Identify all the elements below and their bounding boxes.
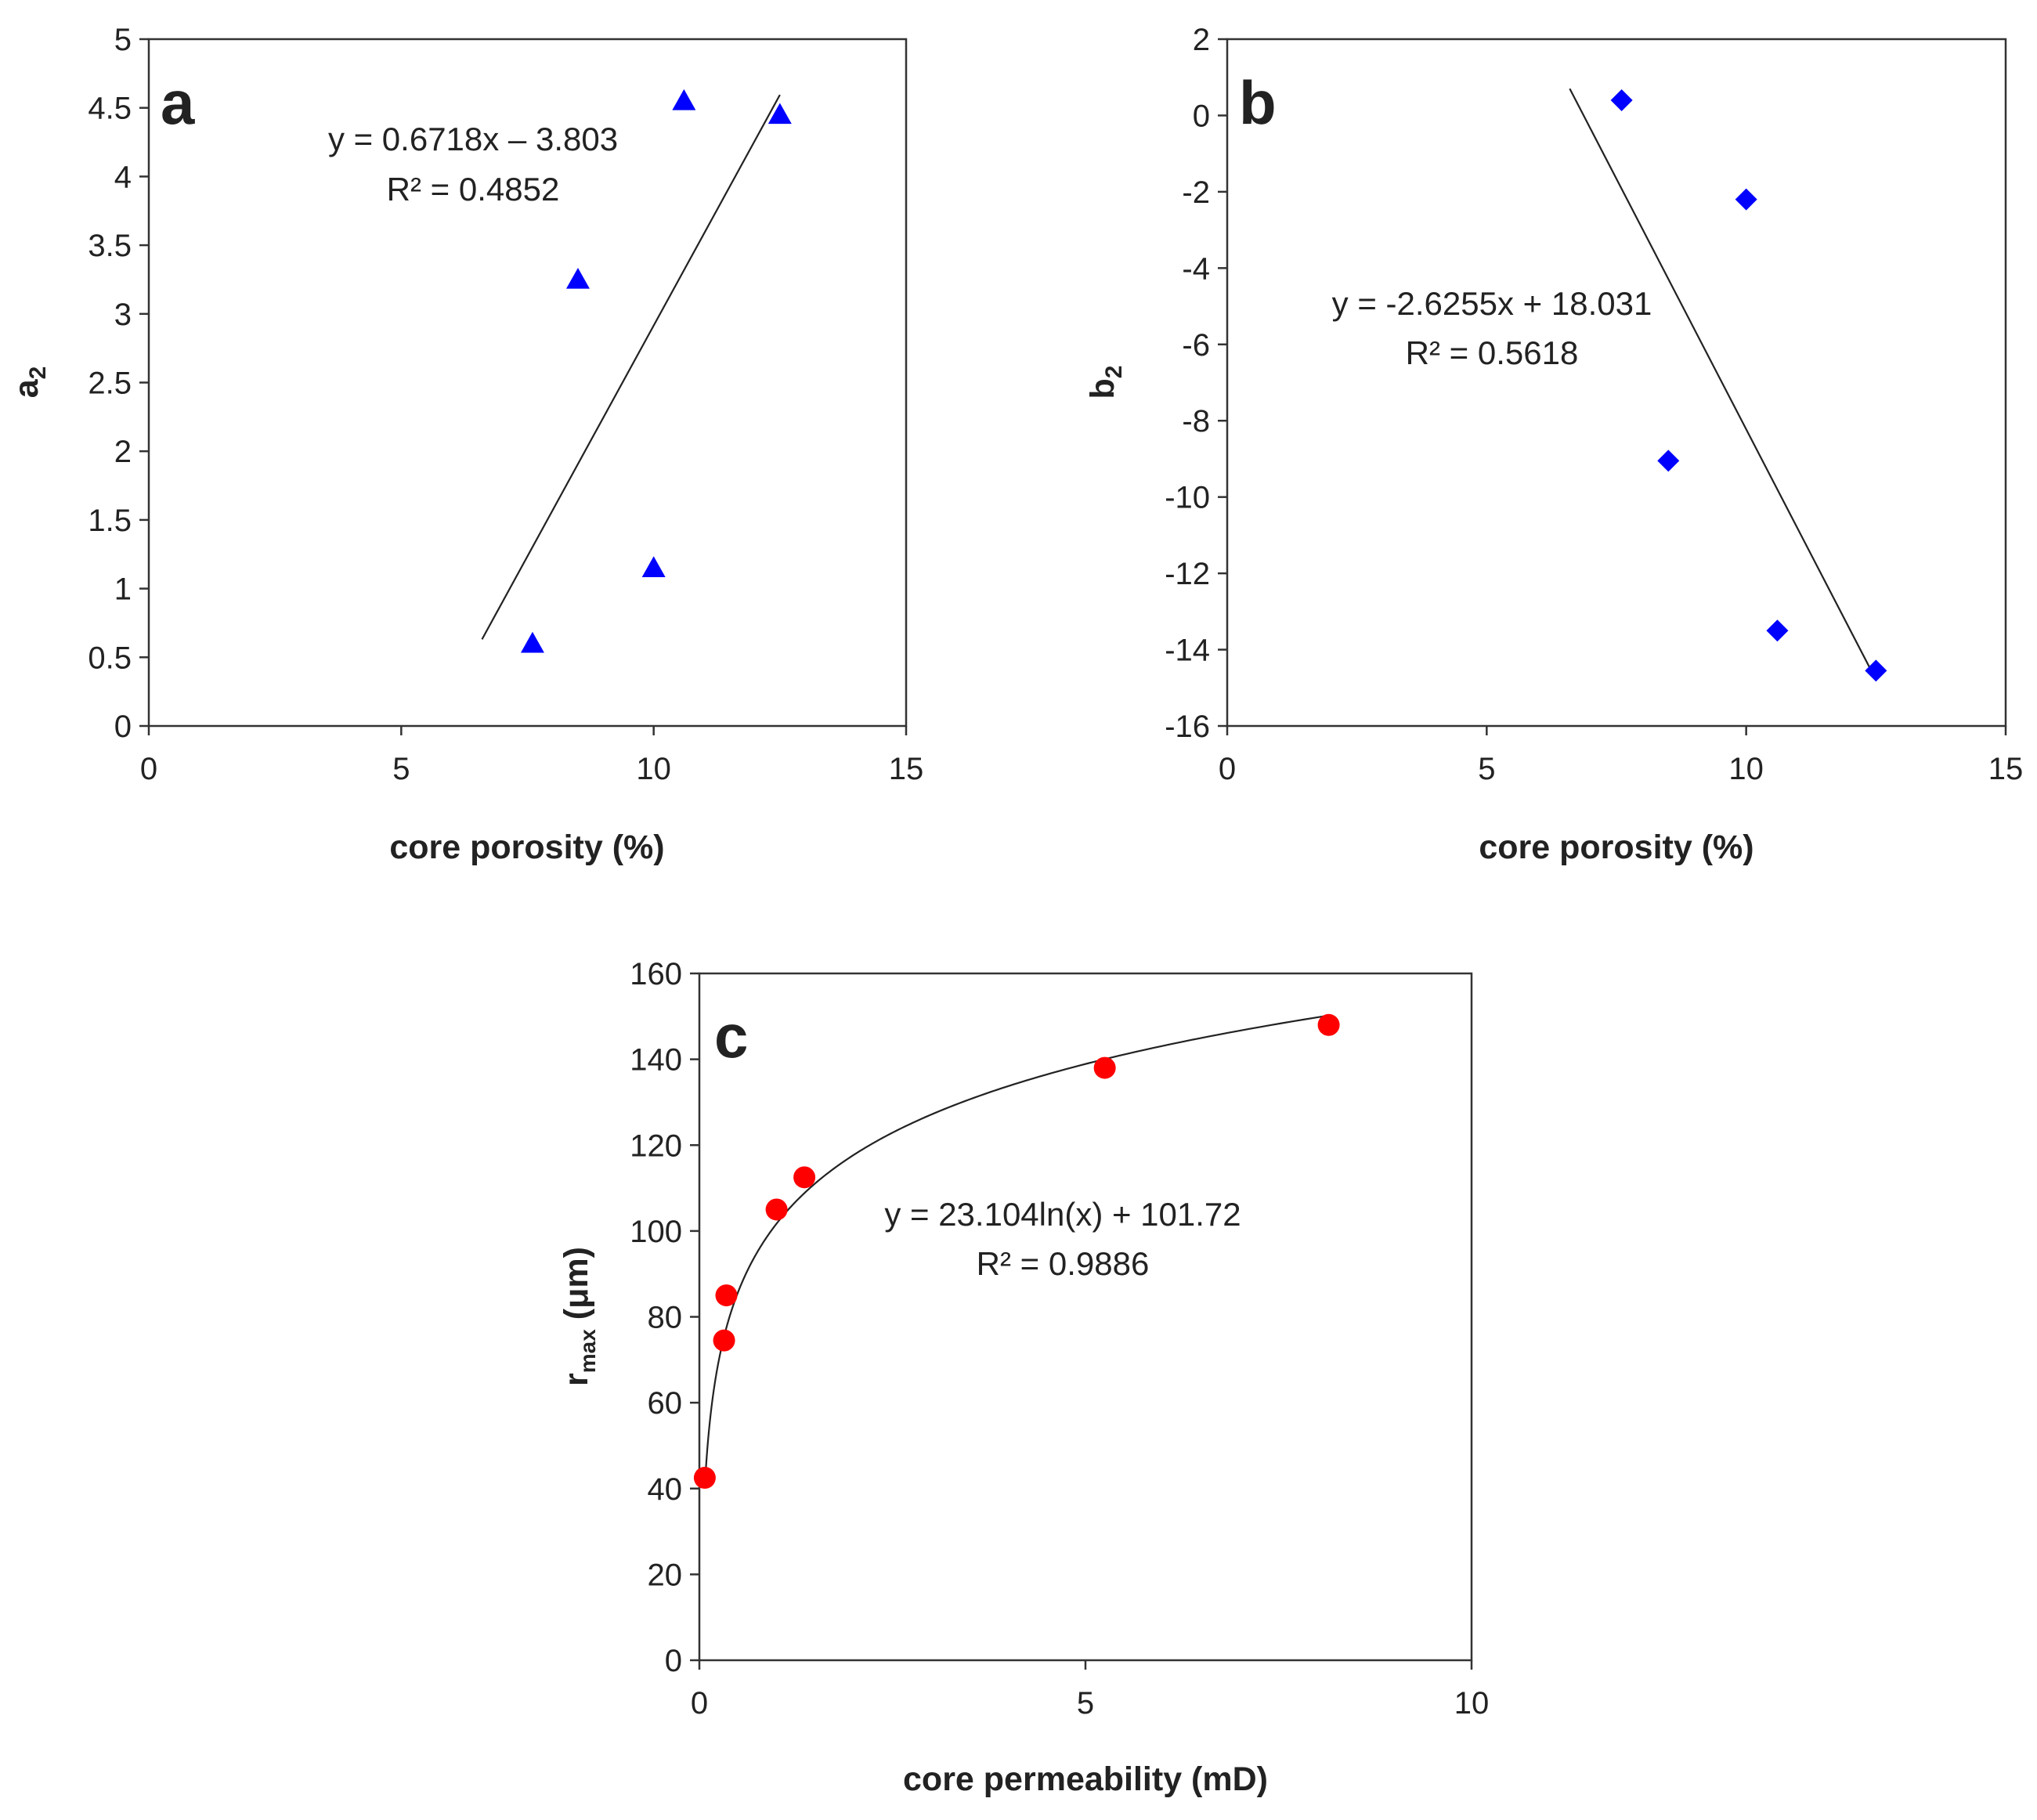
x-tick-label: 0 (140, 752, 157, 786)
trendline (481, 94, 781, 640)
y-axis-title: a2 (8, 367, 51, 399)
x-axis-title: core porosity (%) (389, 829, 664, 866)
panel-label: b (1239, 68, 1277, 137)
y-tick-label: 20 (648, 1558, 683, 1592)
y-tick-label: 80 (648, 1301, 683, 1335)
data-point-marker (715, 1284, 738, 1307)
y-axis-ticks: -16 -14 -12 -10 -8 -6 -4 -2 0 2 (1165, 23, 1227, 744)
chart-panel-b: -16 -14 -12 -10 -8 -6 -4 -2 0 2 0 5 10 15 b y = -2.6… (1084, 23, 2023, 866)
x-tick-label: 0 (1219, 752, 1236, 786)
y-tick-label: 3 (114, 298, 132, 332)
x-tick-label: 10 (1728, 752, 1764, 786)
y-tick-label: 2.5 (88, 367, 132, 401)
x-axis-title: core porosity (%) (1479, 829, 1753, 866)
r-squared-label: R² = 0.5618 (1406, 334, 1579, 371)
y-axis-title: b2 (1084, 366, 1127, 399)
y-axis-title-main: a (8, 378, 45, 398)
data-point-marker (565, 267, 590, 289)
data-point-marker (765, 1198, 788, 1221)
y-axis-title-subscript: max (576, 1329, 600, 1373)
data-point-marker (693, 1467, 716, 1490)
data-point-marker (713, 1329, 735, 1352)
trendline (1569, 88, 1877, 681)
y-tick-label: 3.5 (88, 229, 132, 263)
y-axis-title: rmax (μm) (558, 1247, 600, 1386)
y-tick-label: 160 (630, 957, 682, 991)
panel-label: a (161, 68, 195, 137)
y-tick-label: -2 (1182, 175, 1210, 210)
x-tick-label: 5 (1478, 752, 1495, 786)
y-axis-title-subscript: 2 (1101, 366, 1127, 379)
y-tick-label: 0.5 (88, 641, 132, 675)
y-tick-label: 2 (114, 435, 132, 469)
x-tick-label: 5 (1077, 1686, 1094, 1721)
r-squared-label: R² = 0.9886 (977, 1245, 1150, 1282)
y-tick-label: 4.5 (88, 92, 132, 126)
y-axis-title-unit: (μm) (558, 1247, 595, 1329)
y-axis-title-main: b (1084, 378, 1121, 399)
x-axis-ticks: 0 5 10 15 (140, 726, 923, 786)
chart-panel-c: 0 20 40 60 80 100 120 140 160 0 5 10 c y = 23.104l… (558, 957, 1489, 1798)
data-point-marker (1317, 1013, 1340, 1036)
data-point-marker (1735, 188, 1757, 211)
x-axis-ticks: 0 5 10 (691, 1660, 1489, 1721)
y-axis-ticks: 0 20 40 60 80 100 120 140 160 (630, 957, 699, 1678)
y-tick-label: -16 (1165, 710, 1210, 744)
data-point-marker (672, 88, 696, 110)
x-tick-label: 5 (392, 752, 410, 786)
plot-frame (698, 972, 1473, 1662)
r-squared-label: R² = 0.4852 (387, 171, 560, 208)
y-tick-label: 1 (114, 572, 132, 607)
trendline-equation: y = 0.6718x – 3.803 (328, 121, 618, 157)
data-point-marker (767, 103, 792, 125)
trendline (704, 1014, 1329, 1475)
y-tick-label: -8 (1182, 404, 1210, 439)
x-tick-label: 10 (1454, 1686, 1490, 1721)
y-tick-label: 120 (630, 1128, 682, 1163)
x-tick-label: 15 (889, 752, 924, 786)
y-tick-label: 1.5 (88, 504, 132, 538)
y-tick-label: 4 (114, 160, 132, 194)
data-point-marker (1093, 1056, 1116, 1079)
x-tick-label: 15 (1988, 752, 2024, 786)
trendline-equation: y = -2.6255x + 18.031 (1332, 285, 1652, 322)
plot-frame (1226, 38, 2007, 728)
y-tick-label: 0 (1193, 99, 1210, 133)
y-tick-label: 0 (114, 710, 132, 744)
trendline-equation: y = 23.104ln(x) + 101.72 (884, 1196, 1241, 1233)
data-point-marker (1865, 659, 1887, 682)
panel-label: c (714, 1002, 748, 1071)
y-tick-label: -4 (1182, 251, 1210, 286)
y-tick-label: 5 (114, 23, 132, 57)
x-tick-label: 10 (636, 752, 671, 786)
y-axis-title-subscript: 2 (25, 367, 51, 380)
y-tick-label: -12 (1165, 557, 1210, 591)
y-axis-ticks: 0 0.5 1 1.5 2 2.5 3 3.5 4 4.5 5 (88, 23, 149, 744)
data-point-marker (1657, 450, 1680, 472)
data-markers (520, 88, 792, 653)
y-tick-label: 0 (665, 1644, 682, 1678)
data-point-marker (1766, 619, 1789, 642)
data-point-marker (793, 1166, 816, 1189)
x-axis-title: core permeability (mD) (903, 1760, 1268, 1798)
y-tick-label: -10 (1165, 481, 1210, 515)
y-tick-label: -6 (1182, 328, 1210, 363)
data-markers (693, 1013, 1340, 1490)
data-markers (1610, 88, 1887, 682)
y-tick-label: 2 (1193, 23, 1210, 57)
chart-panel-a: 0 0.5 1 1.5 2 2.5 3 3.5 4 4.5 5 0 5 10 15 a y = 0.671… (8, 23, 923, 866)
data-point-marker (641, 556, 666, 577)
y-axis-title-main: r (558, 1373, 595, 1386)
y-tick-label: 60 (648, 1386, 683, 1421)
y-tick-label: 40 (648, 1472, 683, 1507)
x-axis-ticks: 0 5 10 15 (1219, 726, 2023, 786)
data-point-marker (520, 631, 544, 653)
y-tick-label: 100 (630, 1215, 682, 1249)
y-tick-label: -14 (1165, 634, 1210, 668)
data-point-marker (1610, 88, 1633, 111)
y-tick-label: 140 (630, 1043, 682, 1078)
x-tick-label: 0 (691, 1686, 708, 1721)
